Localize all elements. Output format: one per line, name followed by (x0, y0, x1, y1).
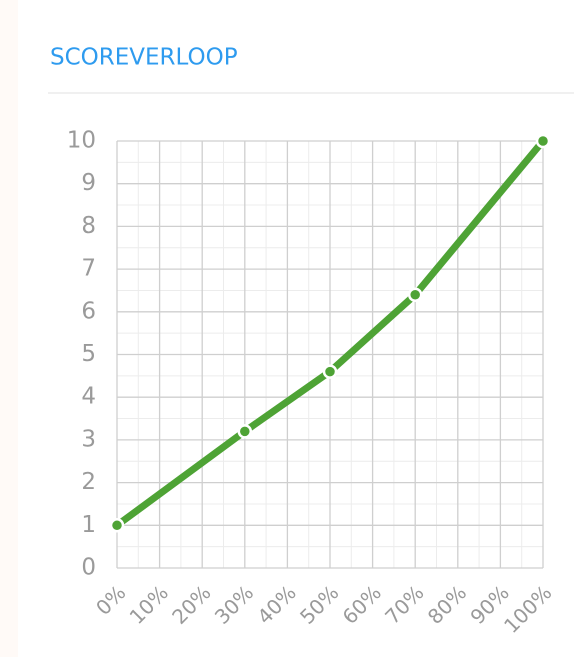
point (237, 424, 253, 439)
point (109, 518, 125, 533)
y-tick-label: 4 (81, 384, 96, 410)
x-tick-label: 70% (380, 580, 428, 628)
y-tick-label: 0 (81, 555, 96, 581)
y-tick-label: 9 (81, 170, 96, 196)
y-tick-label: 7 (81, 256, 96, 282)
y-tick-label: 6 (81, 298, 96, 324)
x-tick-label: 0% (91, 580, 130, 619)
chart-title: SCOREVERLOOP (50, 45, 238, 71)
x-tick-label: 50% (295, 580, 343, 628)
point (322, 364, 338, 379)
card (18, 0, 574, 657)
x-tick-label: 80% (423, 580, 471, 628)
y-tick-label: 5 (81, 341, 96, 367)
y-tick-label: 1 (81, 512, 96, 538)
point (407, 287, 423, 302)
point (535, 133, 551, 149)
x-tick-label: 20% (167, 580, 215, 628)
y-tick-label: 3 (81, 426, 96, 452)
y-tick-label: 2 (81, 469, 96, 495)
x-tick-label: 100% (499, 580, 556, 637)
x-tick-label: 60% (338, 580, 386, 628)
x-tick-label: 40% (252, 580, 300, 628)
x-tick-label: 10% (125, 580, 173, 628)
y-tick-label: 8 (81, 213, 96, 239)
x-tick-label: 30% (210, 580, 258, 628)
y-tick-label: 10 (67, 128, 96, 154)
